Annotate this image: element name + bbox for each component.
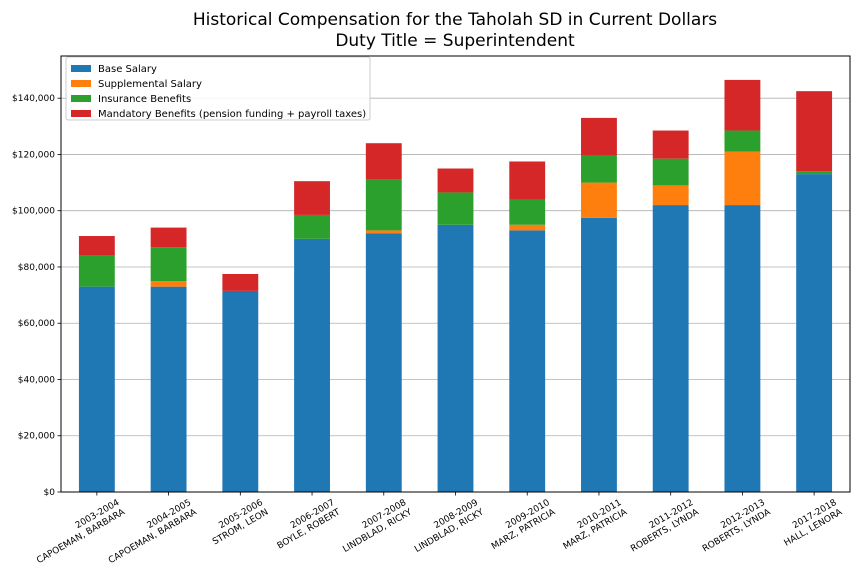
bar-segment — [150, 286, 187, 492]
bar-segment — [796, 91, 833, 172]
bar-segment — [150, 281, 187, 287]
x-tick-label: 2017-2018HALL, LENORA — [777, 498, 845, 549]
legend-swatch — [71, 80, 91, 87]
bar-segment — [437, 192, 474, 225]
legend-label: Mandatory Benefits (pension funding + pa… — [98, 109, 366, 120]
bar-segment — [294, 181, 330, 215]
y-tick-label: $120,000 — [12, 150, 55, 160]
bar-segment — [294, 238, 330, 492]
y-tick-label: $100,000 — [12, 207, 55, 217]
bar-segment — [365, 230, 402, 234]
x-tick-label: 2011-2012ROBERTS, LYNDA — [624, 498, 702, 555]
bar-segment — [222, 274, 259, 291]
bar-segment — [724, 130, 761, 152]
bar-segment — [509, 224, 546, 231]
bar-segment — [652, 185, 689, 206]
x-tick-label: 2007-2008LINDBLAD, RICKY — [336, 498, 414, 555]
bar-segment — [222, 290, 259, 492]
bar-segment — [509, 230, 546, 492]
legend-label: Supplemental Salary — [98, 79, 202, 90]
legend-label: Insurance Benefits — [98, 94, 191, 105]
x-tick-label: 2008-2009LINDBLAD, RICKY — [408, 498, 486, 555]
bar-segment — [724, 79, 761, 131]
bar-segment — [365, 233, 402, 493]
bar-segment — [294, 214, 330, 239]
bar-segment — [652, 130, 689, 159]
bar-segment — [437, 168, 474, 193]
legend-swatch — [71, 110, 91, 117]
y-tick-label: $40,000 — [18, 375, 55, 385]
x-tick-label: 2009-2010MARZ, PATRICIA — [484, 498, 557, 553]
bar-segment — [796, 171, 833, 175]
bar-segment — [581, 155, 617, 183]
y-axis: $0 $20,000 $40,000 $60,000 $80,000 $100,000 $1… — [12, 94, 61, 498]
bar-segment — [78, 255, 115, 287]
bar-segment — [437, 224, 474, 492]
bar-segment — [365, 179, 402, 231]
legend: Base Salary Supplemental Salary Insurance … — [65, 56, 371, 121]
chart-title-line-1: Historical Compensation for the Taholah … — [193, 10, 717, 30]
bar-segment — [509, 199, 546, 225]
bar-segment — [652, 205, 689, 493]
y-tick-label: $80,000 — [18, 263, 55, 273]
x-tick-label: 2010-2011MARZ, PATRICIA — [556, 498, 629, 553]
bar-segment — [652, 158, 689, 186]
y-tick-label: $140,000 — [12, 94, 55, 104]
y-tick-label: $20,000 — [18, 432, 55, 442]
bar-segment — [581, 182, 617, 218]
bar-segment — [581, 117, 617, 156]
legend-swatch — [71, 95, 91, 102]
bar-segment — [509, 161, 546, 200]
bar-segment — [365, 143, 402, 180]
bar-segment — [150, 227, 187, 248]
legend-swatch — [71, 65, 91, 72]
y-tick-label: $60,000 — [18, 319, 55, 329]
chart-title-line-2: Duty Title = Superintendent — [335, 31, 575, 51]
bar-segment — [78, 286, 115, 492]
bar-segment — [581, 217, 617, 492]
bars — [78, 79, 833, 493]
legend-box — [65, 56, 371, 121]
bar-segment — [150, 247, 187, 282]
x-tick-label: 2006-2007BOYLE, ROBERT — [270, 498, 342, 552]
x-tick-label: 2012-2013ROBERTS, LYNDA — [695, 498, 773, 555]
x-tick-label: 2005-2006STROM, LEON — [206, 498, 271, 548]
bar-segment — [78, 236, 115, 256]
bar-segment — [796, 174, 833, 492]
bar-segment — [724, 151, 761, 206]
legend-label: Base Salary — [98, 64, 157, 75]
y-tick-label: $0 — [44, 488, 56, 498]
bar-segment — [724, 205, 761, 493]
x-axis: 2003-2004CAPOEMAN, BARBARA 2004-2005CAPOE… — [35, 492, 845, 566]
